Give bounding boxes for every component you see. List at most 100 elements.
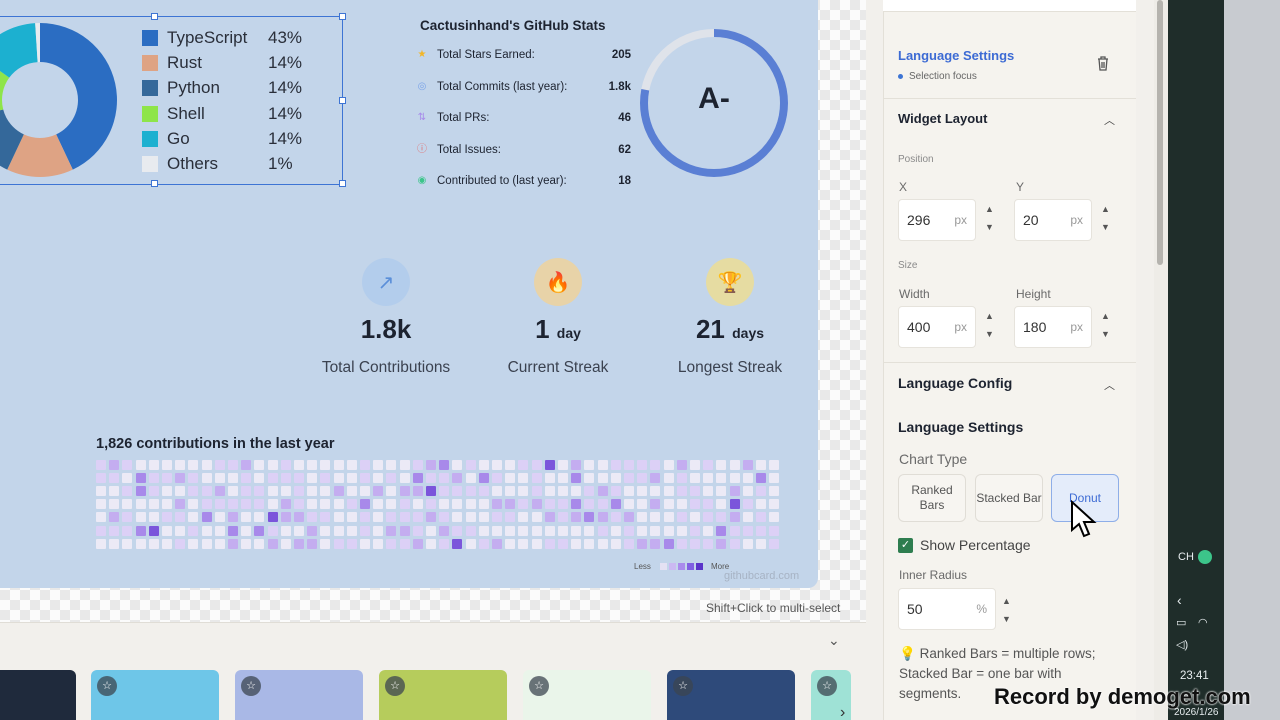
strip-next-icon[interactable]: › [840,704,846,720]
width-input[interactable]: px [898,306,976,348]
clock-time[interactable]: 23:41 [1180,670,1209,682]
contribution-cell [558,512,568,523]
collapse-strip-icon[interactable]: ⌄ [828,632,840,648]
template-thumbnail[interactable] [0,670,76,720]
height-value[interactable] [1015,307,1061,347]
scrollbar-thumb[interactable] [1157,0,1163,265]
contribution-cell [96,512,106,523]
clock-date[interactable]: 2026/1/26 [1174,707,1219,718]
repo-icon: ◉ [417,175,427,187]
contribution-cell [333,473,344,484]
contribution-cell [518,499,529,510]
ime-indicator[interactable]: CH [1178,551,1194,563]
y-input[interactable]: px [1014,199,1092,241]
inner-radius-input[interactable]: % [898,588,996,630]
contribution-cell [267,486,278,497]
contribution-cell [769,538,780,549]
show-percentage-label[interactable]: Show Percentage [920,537,1031,553]
contribution-cell [214,525,225,536]
widget-layout-header[interactable]: Widget Layout [898,111,988,126]
contribution-cell [201,499,212,510]
resize-handle[interactable] [151,13,158,20]
chart-type-stacked-bar[interactable]: Stacked Bar [975,474,1043,522]
contribution-cell [346,499,357,510]
chevron-left-icon[interactable]: ‹ [1177,592,1182,608]
favorite-star-icon[interactable]: ☆ [529,676,549,696]
contribution-cell [148,525,159,536]
inner-radius-value[interactable] [899,589,945,629]
template-thumbnail[interactable]: ☆ [379,670,507,720]
contribution-cell [294,499,304,510]
scale-cell [669,563,676,570]
contribution-cell [478,486,489,497]
resize-handle[interactable] [339,13,346,20]
contribution-cell [690,525,700,536]
contribution-cell [544,499,555,510]
language-config-header[interactable]: Language Config [898,375,1013,391]
donut-slice-others[interactable] [35,23,40,63]
pull-request-icon: ⇅ [417,112,427,124]
resize-handle[interactable] [339,97,346,104]
x-stepper[interactable]: ▲ ▼ [985,204,994,232]
width-stepper[interactable]: ▲ ▼ [985,311,994,339]
template-thumbnail[interactable]: ☆ [91,670,219,720]
contribution-cell [650,460,661,470]
y-value[interactable] [1015,200,1061,240]
px-unit: px [954,213,967,227]
contribution-cell [162,499,172,510]
height-stepper[interactable]: ▲ ▼ [1101,311,1110,339]
chart-type-ranked-bars[interactable]: Ranked Bars [898,474,966,522]
contribution-cell [346,460,357,470]
favorite-star-icon[interactable]: ☆ [817,676,837,696]
show-percentage-checkbox[interactable]: ✓ [898,538,913,553]
resize-handle[interactable] [151,180,158,187]
template-thumbnail[interactable]: ☆ [811,670,851,720]
y-stepper[interactable]: ▲ ▼ [1101,204,1110,232]
template-thumbnail[interactable]: ☆ [523,670,651,720]
app-tray-icon[interactable] [1198,550,1212,564]
template-thumbnail[interactable]: ☆ [667,670,795,720]
chevron-up-icon[interactable]: ︿ [1104,380,1115,392]
stat-value: 205 [611,49,631,61]
favorite-star-icon[interactable]: ☆ [673,676,693,696]
donut-slice-python[interactable] [0,109,24,170]
contribution-cell [492,499,502,510]
favorite-star-icon[interactable]: ☆ [385,676,405,696]
x-value[interactable] [899,200,945,240]
grade-label: A- [698,82,730,115]
stat-label: Total PRs: [437,112,490,125]
contribution-cell [544,538,555,549]
width-value[interactable] [899,307,945,347]
grade-ring-progress [640,29,788,177]
contribution-cell [214,538,225,549]
contribution-cell [399,525,410,536]
contribution-cell [175,460,186,470]
language-donut-chart[interactable] [0,22,120,182]
selection-box[interactable] [0,13,346,187]
height-input[interactable]: px [1014,306,1092,348]
contribution-cell [188,525,199,536]
issue-icon: ⓘ [417,143,427,155]
favorite-star-icon[interactable]: ☆ [97,676,117,696]
resize-handle[interactable] [339,180,346,187]
chevron-up-icon[interactable]: ︿ [1104,115,1115,127]
github-card[interactable]: TypeScript 43% Rust 14% Python 14% Shell 14% Go 1… [0,0,818,588]
battery-icon[interactable]: ▭ [1176,617,1187,629]
contribution-cell [597,499,608,510]
x-input[interactable]: px [898,199,976,241]
wifi-icon[interactable]: ◠ [1198,617,1208,629]
legend-swatch [142,156,158,173]
favorite-star-icon[interactable]: ☆ [241,676,261,696]
donut-slice-typescript[interactable] [40,23,117,170]
contribution-cell [162,473,172,484]
donut-slice-shell[interactable] [0,55,10,119]
template-thumbnail[interactable]: ☆ [235,670,363,720]
contribution-cell [624,460,634,470]
contribution-cell [492,473,502,484]
inner-radius-stepper[interactable]: ▲ ▼ [1002,596,1011,624]
volume-icon[interactable]: ◁) [1176,639,1189,651]
donut-slice-go[interactable] [0,23,38,78]
donut-slice-rust[interactable] [7,134,73,177]
trash-icon[interactable] [1096,55,1110,74]
contribution-cell [531,525,542,536]
